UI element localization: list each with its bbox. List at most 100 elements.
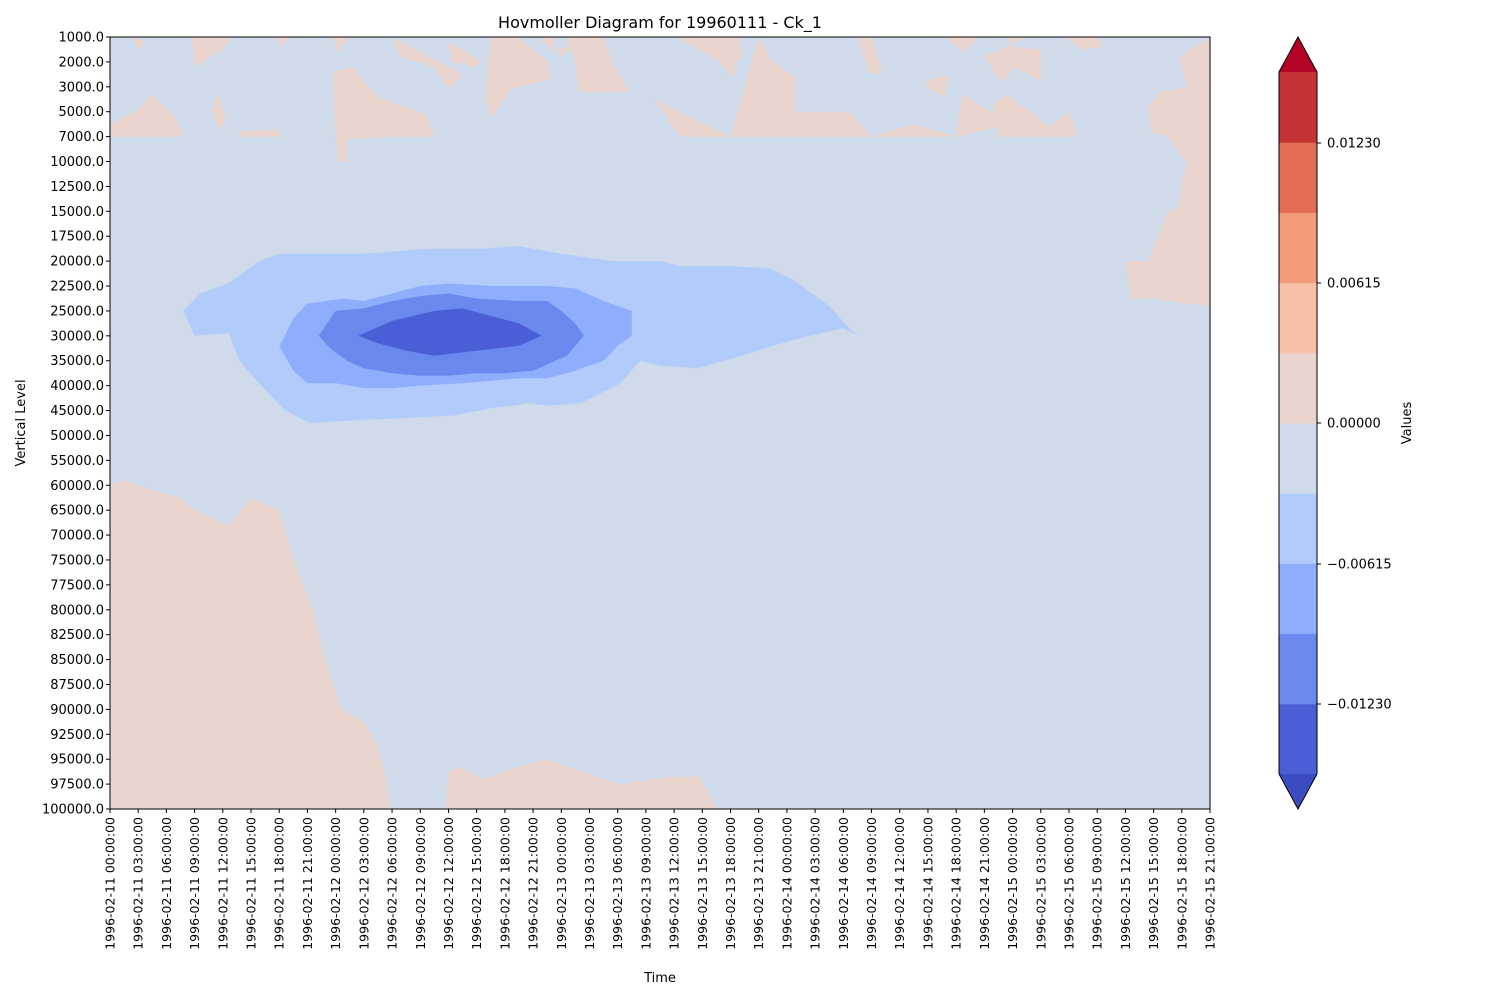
x-tick-label: 1996-02-14 15:00:00 [920,817,935,950]
positive-top-patch [944,37,979,52]
colorbar-outline [1278,35,1318,811]
x-tick-label: 1996-02-12 03:00:00 [356,817,371,950]
colorbar-segment [1279,633,1317,705]
positive-top-patch [871,124,957,137]
positive-top-patch [236,129,283,137]
positive-top-patch [925,74,948,97]
positive-top-patch [392,37,463,90]
y-tick-label: 85000.0 [50,653,104,668]
colorbar-segment [1279,423,1317,494]
x-tick-label: 1996-02-14 06:00:00 [836,817,851,950]
y-tick-label: 75000.0 [50,553,104,568]
x-tick-label: 1996-02-12 18:00:00 [497,817,512,950]
positive-top-patch [485,37,550,120]
positive-top-patch [332,66,435,162]
y-axis: 1000.0 2000.0 3000.0 5000.0 7000.0 10000.0 125… [42,31,110,818]
x-tick-label: 1996-02-12 15:00:00 [469,817,484,950]
x-tick-label: 1996-02-11 12:00:00 [215,817,230,950]
colorbar-segment [1279,493,1317,564]
y-tick-label: 50000.0 [50,429,104,444]
x-tick-label: 1996-02-15 03:00:00 [1033,817,1048,950]
plot-area [110,37,1210,809]
x-tick-label: 1996-02-15 00:00:00 [1005,817,1020,950]
x-tick-label: 1996-02-15 06:00:00 [1062,817,1077,950]
positive-top-patch [1147,37,1210,194]
positive-top-patch [730,37,742,62]
x-tick-label: 1996-02-11 21:00:00 [300,817,315,950]
positive-top-patch [132,37,147,50]
x-tick-label: 1996-02-15 18:00:00 [1174,817,1189,950]
x-tick-label: 1996-02-15 21:00:00 [1203,817,1218,950]
chart-title: Hovmoller Diagram for 19960111 - Ck_1 [498,13,822,33]
y-tick-label: 12500.0 [50,180,104,195]
y-tick-label: 22500.0 [50,280,104,295]
positive-top-patch [110,94,184,137]
colorbar-segment [1279,72,1317,143]
x-tick-label: 1996-02-13 12:00:00 [667,817,682,950]
y-tick-label: 77500.0 [50,578,104,593]
y-tick-label: 2000.0 [59,55,105,70]
colorbar: 0.01230 0.00615 0.00000 −0.00615 −0.01230 [1278,35,1392,811]
colorbar-extend-max [1279,37,1317,72]
y-tick-label: 25000.0 [50,304,104,319]
positive-top-patch [211,91,226,132]
colorbar-tick-label: −0.00615 [1327,558,1392,573]
plot-frame [109,36,1211,810]
positive-top-patch [1015,47,1041,82]
x-tick-label: 1996-02-13 09:00:00 [638,817,653,950]
x-tick-label: 1996-02-11 15:00:00 [244,817,259,950]
y-tick-label: 90000.0 [50,703,104,718]
y-tick-label: 97500.0 [50,778,104,793]
positive-top-patch [276,37,291,47]
positive-top-patch [555,44,576,57]
positive-lower-left [110,480,390,809]
negative-peak-region [358,308,542,356]
x-tick-label: 1996-02-12 06:00:00 [385,817,400,950]
x-tick-label: 1996-02-14 09:00:00 [864,817,879,950]
x-tick-label: 1996-02-13 15:00:00 [695,817,710,950]
positive-top-patch [566,37,629,92]
y-tick-label: 92500.0 [50,728,104,743]
x-tick-label: 1996-02-12 09:00:00 [413,817,428,950]
x-axis-label: Time [643,971,676,986]
x-tick-label: 1996-02-14 18:00:00 [949,817,964,950]
x-tick-label: 1996-02-12 21:00:00 [526,817,541,950]
x-tick-label: 1996-02-11 03:00:00 [131,817,146,950]
y-tick-label: 3000.0 [59,80,105,95]
x-tick-label: 1996-02-11 18:00:00 [272,817,287,950]
positive-top-patch [857,37,883,75]
positive-lower-center [445,759,717,809]
x-tick-label: 1996-02-13 03:00:00 [582,817,597,950]
y-tick-label: 100000.0 [42,803,104,818]
y-tick-label: 20000.0 [50,255,104,270]
x-tick-label: 1996-02-13 18:00:00 [723,817,738,950]
x-tick-label: 1996-02-14 12:00:00 [892,817,907,950]
y-tick-label: 80000.0 [50,603,104,618]
y-tick-label: 10000.0 [50,155,104,170]
positive-top-patch [984,37,1055,82]
y-tick-label: 87500.0 [50,678,104,693]
x-tick-label: 1996-02-11 09:00:00 [187,817,202,950]
positive-top-patch [448,42,483,67]
positive-top-patch [758,111,872,137]
y-tick-label: 30000.0 [50,329,104,344]
positive-top-patch [1063,37,1103,50]
x-tick-label: 1996-02-11 00:00:00 [103,817,118,950]
y-tick-label: 35000.0 [50,354,104,369]
y-tick-label: 7000.0 [59,130,105,145]
x-tick-label: 1996-02-13 00:00:00 [554,817,569,950]
y-tick-label: 40000.0 [50,379,104,394]
y-tick-label: 1000.0 [59,31,105,46]
colorbar-segment [1279,282,1317,354]
colorbar-tick-label: 0.00000 [1327,417,1381,432]
positive-upper-right [1195,37,1210,150]
colorbar-label: Values [1400,402,1415,445]
x-tick-label: 1996-02-14 00:00:00 [779,817,794,950]
colorbar-extend-min [1279,774,1317,809]
y-tick-label: 82500.0 [50,628,104,643]
x-tick-label: 1996-02-11 06:00:00 [159,817,174,950]
colorbar-segment [1279,142,1317,213]
y-tick-label: 15000.0 [50,205,104,220]
y-tick-label: 70000.0 [50,529,104,544]
